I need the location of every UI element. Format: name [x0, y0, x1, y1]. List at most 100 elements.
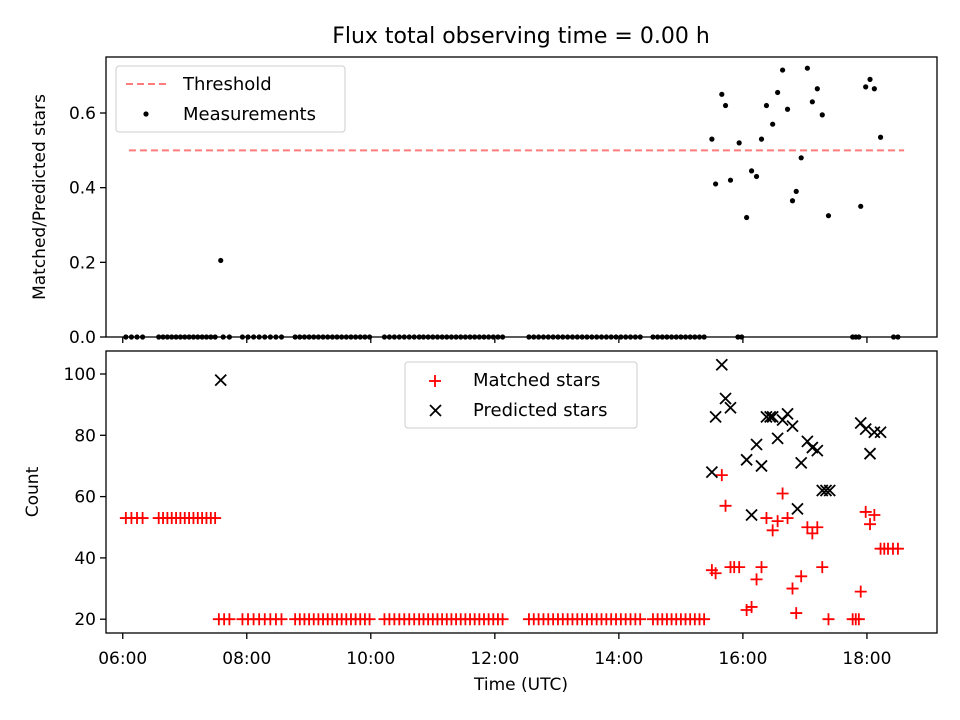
- predicted-star-point: [750, 438, 763, 451]
- x-tick-label: 12:00: [470, 649, 519, 669]
- measurement-point: [793, 188, 799, 194]
- matched-star-point: [755, 561, 768, 574]
- predicted-star-point: [740, 453, 753, 466]
- bottom-y-tick-label: 40: [74, 549, 96, 569]
- matched-star-point: [719, 499, 732, 512]
- measurement-point: [819, 112, 825, 118]
- measurement-point: [709, 136, 715, 142]
- predicted-star-point: [874, 426, 887, 439]
- matched-star-point: [634, 613, 647, 626]
- matched-star-point: [709, 567, 722, 580]
- legend-predicted-swatch: [429, 404, 442, 417]
- measurement-point: [727, 177, 734, 183]
- legend-measurements-swatch: [143, 111, 149, 117]
- measurement-point: [798, 155, 804, 161]
- bottom-legend: Matched stars Predicted stars: [404, 361, 638, 429]
- matched-star-point: [223, 613, 236, 626]
- matched-star-point: [209, 512, 222, 525]
- bottom-y-tick-label: 60: [74, 488, 96, 508]
- matched-star-point: [891, 542, 904, 555]
- x-tick-label: 18:00: [842, 649, 891, 669]
- matched-star-point: [136, 512, 149, 525]
- measurement-point: [748, 168, 755, 174]
- measurement-point: [763, 102, 770, 109]
- measurement-point: [779, 67, 786, 73]
- measurement-point: [775, 89, 781, 96]
- top-y-tick-label: 0.0: [69, 328, 96, 348]
- legend-matched-label: Matched stars: [473, 370, 600, 391]
- predicted-star-point: [705, 465, 719, 479]
- top-y-tick-label: 0.4: [69, 179, 96, 199]
- bottom-y-tick-label: 20: [74, 610, 96, 630]
- matched-star-point: [698, 613, 711, 626]
- matched-star-point: [816, 561, 829, 574]
- matched-star-point: [790, 607, 803, 620]
- x-tick-label: 16:00: [718, 649, 767, 669]
- matched-star-point: [811, 521, 824, 534]
- measurement-point: [789, 198, 796, 204]
- top-panel: 0.0 0.2 0.4 0.6 Matched/Predicted stars Thr…: [30, 56, 938, 348]
- bottom-y-tick-label: 80: [74, 426, 96, 446]
- matched-star-point: [771, 515, 784, 528]
- measurement-point: [736, 140, 742, 146]
- top-y-tick-label: 0.6: [69, 104, 96, 124]
- top-legend-box: [115, 65, 346, 133]
- matched-star-point: [795, 570, 808, 583]
- bottom-legend-box: [404, 361, 638, 429]
- measurement-point: [713, 181, 719, 187]
- legend-threshold-label: Threshold: [182, 74, 272, 95]
- top-y-axis-label: Matched/Predicted stars: [30, 94, 50, 300]
- matched-star-point: [854, 585, 867, 598]
- matched-star-point: [766, 524, 779, 537]
- legend-predicted-label: Predicted stars: [473, 400, 607, 421]
- measurement-point: [719, 91, 725, 97]
- bottom-y-axis-label: Count: [23, 466, 43, 517]
- predicted-star-point: [786, 419, 799, 433]
- predicted-star-point: [859, 423, 872, 436]
- top-legend: Threshold Measurements: [115, 65, 346, 133]
- predicted-star-point: [709, 410, 722, 424]
- legend-measurements-label: Measurements: [183, 104, 316, 125]
- top-plot-frame: [105, 56, 938, 338]
- measurement-point: [809, 99, 815, 105]
- measurement-point: [871, 86, 877, 92]
- matched-star-point: [275, 613, 288, 626]
- measurement-point: [814, 86, 820, 92]
- predicted-star-point: [719, 392, 732, 405]
- matched-star-point: [859, 505, 872, 518]
- predicted-star-point: [745, 508, 758, 522]
- bottom-panel: 20 40 60 80 100 06:00 08:00 10:00 12:00 14:00 16:0…: [23, 350, 938, 695]
- top-y-tick-label: 0.2: [69, 253, 96, 273]
- measurement-point: [758, 136, 765, 142]
- predicted-star-point: [766, 410, 779, 424]
- matched-star-point: [496, 613, 509, 626]
- measurement-point: [867, 76, 873, 82]
- matched-star-point: [745, 600, 758, 613]
- predicted-star-point: [781, 407, 794, 420]
- measurement-point: [770, 121, 776, 127]
- predicted-star-point: [791, 502, 804, 515]
- figure-title: Flux total observing time = 0.00 h: [332, 24, 710, 49]
- matched-star-point: [781, 512, 794, 525]
- predicted-star-point: [819, 484, 833, 497]
- matched-star-point: [715, 469, 728, 482]
- matched-star-point: [806, 527, 819, 540]
- matched-star-point: [852, 613, 865, 626]
- measurement-point: [218, 257, 224, 264]
- predicted-star-point: [795, 456, 808, 470]
- matched-star-point: [740, 604, 753, 617]
- measurement-point: [753, 173, 760, 180]
- x-tick-label: 08:00: [222, 649, 271, 669]
- legend-matched-swatch: [429, 375, 441, 387]
- predicted-star-point: [811, 444, 824, 457]
- predicted-star-point: [863, 447, 877, 460]
- bottom-y-tick-label: 100: [64, 365, 96, 385]
- measurement-point: [858, 203, 864, 209]
- predicted-star-point: [771, 432, 784, 445]
- matched-star-point: [733, 561, 746, 574]
- measurement-point: [722, 102, 729, 109]
- matched-star-point: [786, 582, 799, 595]
- predicted-star-point: [715, 358, 728, 371]
- measurement-point: [744, 214, 750, 221]
